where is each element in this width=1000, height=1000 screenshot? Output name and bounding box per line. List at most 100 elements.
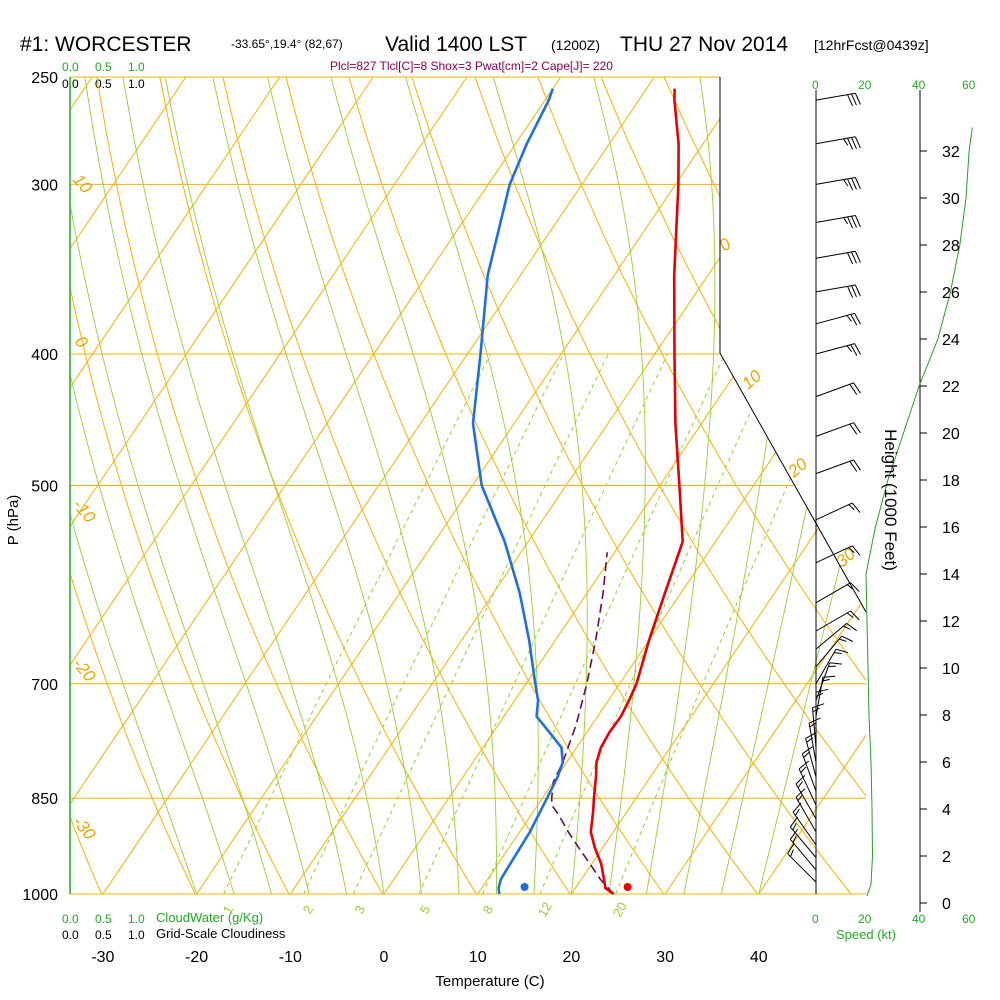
wind-barb-feather (812, 703, 825, 709)
wind-barb (805, 731, 817, 778)
moist-adiabat-20 (492, 77, 588, 894)
mix-label-2: 2 (300, 903, 317, 917)
mix-label-5: 5 (417, 903, 434, 917)
mix-label-3: 3 (352, 903, 369, 917)
isotherm-30 (664, 77, 866, 894)
dry-adiabat-313 (348, 77, 758, 894)
wind-barb-feather (822, 678, 830, 682)
wind-barb (815, 136, 861, 150)
wind-barb (815, 610, 860, 632)
height-tick-32: 32 (942, 144, 960, 161)
wind-barb (787, 842, 817, 883)
mixing-ratio-labels: 1 2 3 5 8 12 20 (220, 899, 630, 919)
wind-barb (815, 635, 854, 668)
wind-barb-feather (828, 665, 836, 668)
wind-barb-feather (850, 314, 858, 326)
mixing-ratio-8 (482, 353, 726, 894)
wind-barb-feather (829, 662, 843, 665)
moist-adiabat--20 (70, 77, 198, 894)
cloudwater-tick-2: 1.0 (128, 60, 145, 74)
wind-barb-staff (815, 502, 853, 521)
speed-tick-top-1: 20 (858, 78, 872, 92)
wind-barb-feather (803, 751, 810, 758)
moist-adiabat--8 (84, 77, 310, 894)
moist-adiabat-4 (212, 77, 422, 894)
wind-barb-staff (815, 623, 847, 650)
height-tick-12: 12 (942, 614, 960, 631)
iso-label-10-right: 10 (738, 366, 765, 393)
wind-barb-feather (808, 717, 821, 724)
wind-barb-feather (854, 251, 861, 263)
wind-barb-staff (815, 545, 853, 564)
wind-barb-feather (853, 459, 861, 471)
dry-adiabat-343 (537, 77, 866, 894)
y-axis-title: P (hPa) (5, 495, 22, 546)
cloudwater-tick-0: 0.0 (62, 60, 79, 74)
wind-barb-feather (792, 835, 797, 843)
wind-barb-feather (841, 635, 854, 642)
wind-barb-staff (815, 648, 837, 685)
wind-barb-feather (805, 731, 817, 739)
wind-barb-feather (794, 808, 800, 816)
moist-adiabat-12 (330, 77, 498, 894)
pressure-tick-300: 300 (31, 177, 58, 194)
moist-adiabat--16 (70, 77, 235, 894)
wind-barb-feather (849, 384, 858, 395)
iso-label-m30: -30 (69, 812, 100, 843)
cloudiness-tick-2: 1.0 (128, 77, 145, 91)
dry-adiabat-283 (159, 77, 477, 894)
dry-adiabat-353 (600, 77, 866, 894)
wind-barb-feather (846, 612, 854, 618)
mix-label-8: 8 (480, 903, 497, 917)
isotherm-40 (758, 77, 866, 894)
height-tick-0: 0 (942, 896, 951, 913)
temperature-ticks: -30 -20 -10 0 10 20 30 40 (91, 949, 767, 966)
wind-barb-feather (849, 423, 858, 435)
wind-barb (815, 688, 829, 733)
wind-barb (815, 582, 860, 604)
wind-barb-staff (815, 215, 856, 223)
wind-barb (815, 177, 861, 191)
wind-barb-staff (795, 783, 817, 819)
height-tick-18: 18 (942, 473, 960, 490)
height-tick-14: 14 (942, 567, 960, 584)
cloudwater-label: CloudWater (g/Kg) (156, 910, 263, 925)
wind-barb-staff (815, 92, 856, 101)
dry-adiabat-293 (222, 77, 571, 894)
wind-barb (795, 788, 817, 833)
wind-barb (789, 816, 817, 858)
temp-tick--30: -30 (91, 949, 114, 966)
pressure-tick-250: 250 (31, 70, 58, 87)
mix-label-20: 20 (610, 899, 630, 919)
wind-barb-feather (851, 285, 857, 298)
dry-adiabat-393 (852, 77, 866, 894)
cloudiness-tick-bottom-0: 0.0 (62, 928, 79, 942)
iso-label-30-right: 30 (832, 544, 859, 571)
mixing-ratio-3 (352, 353, 609, 894)
wind-speed-profile-line (865, 127, 973, 897)
parcel-trace-line (550, 552, 615, 895)
x-axis-title: Temperature (C) (435, 973, 544, 990)
wind-barb-feather (854, 177, 861, 190)
wind-barb (795, 775, 817, 819)
isotherm--70 (70, 77, 280, 894)
wind-barb-feather (833, 652, 842, 654)
wind-barb (815, 502, 861, 521)
dewpoint-line (471, 88, 565, 895)
temp-tick-0: 0 (380, 949, 389, 966)
height-tick-28: 28 (942, 238, 960, 255)
dry-adiabat-303 (285, 77, 665, 894)
height-tick-24: 24 (942, 332, 960, 349)
wind-barb-feather (848, 504, 855, 511)
speed-tick-top-0: 0 (812, 78, 819, 92)
wind-barb (798, 760, 817, 806)
wind-barb (815, 284, 861, 298)
pressure-ticks: 250 300 400 500 700 850 1000 (22, 70, 58, 904)
wind-barb-feather (854, 215, 861, 228)
wind-barb (815, 422, 861, 437)
moist-adiabat--4 (122, 77, 347, 894)
wind-barb-feather (849, 461, 858, 472)
wind-barb-feather (797, 794, 803, 802)
wind-barb (815, 545, 861, 564)
